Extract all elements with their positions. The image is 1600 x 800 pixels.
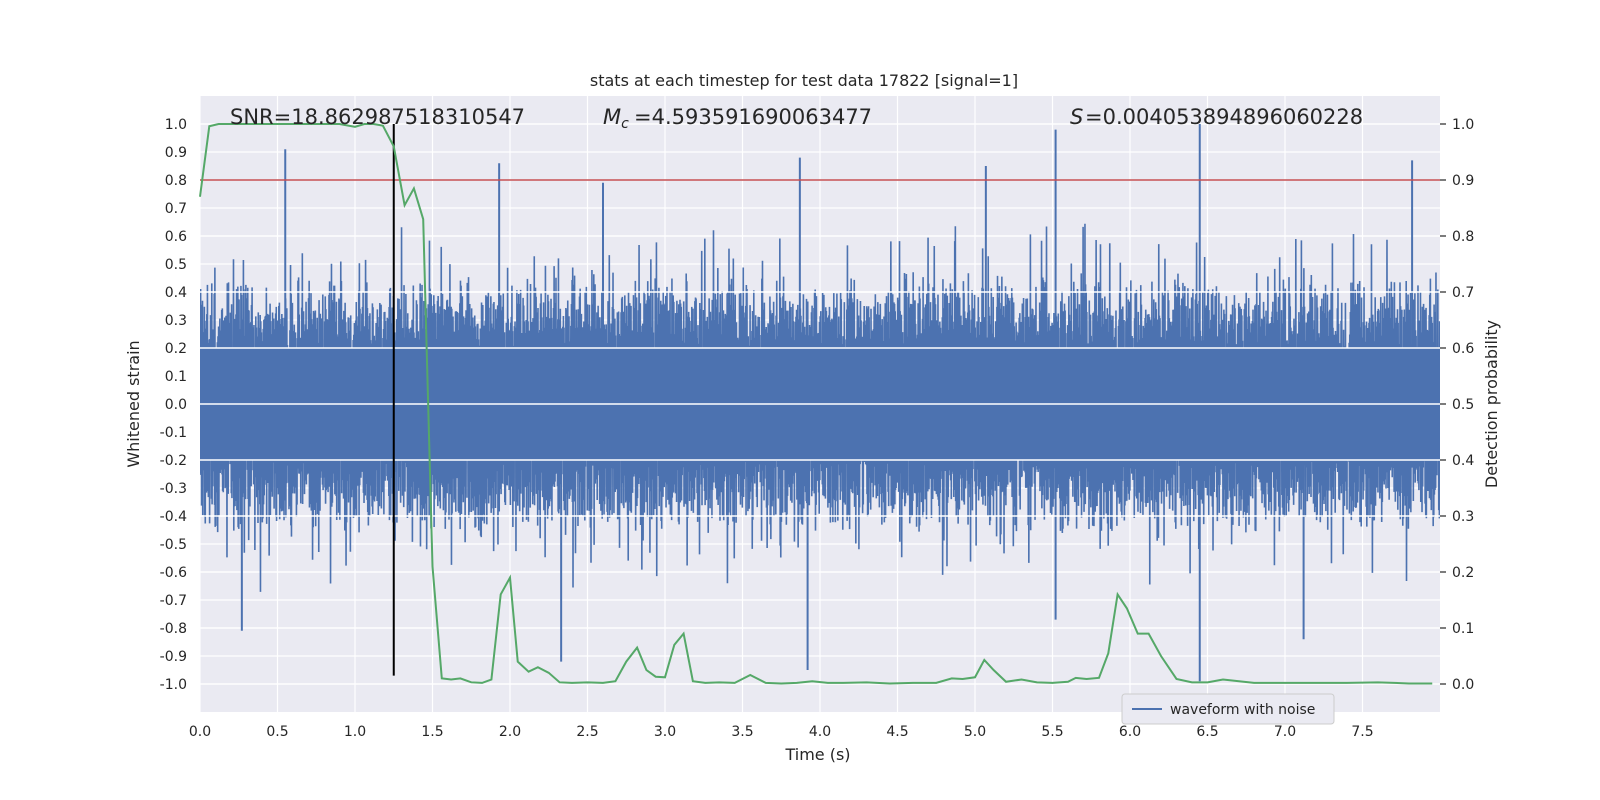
x-axis-label: Time (s) bbox=[784, 745, 850, 764]
y-right-tick-label: 0.4 bbox=[1452, 453, 1474, 469]
x-tick-label: 7.5 bbox=[1351, 724, 1373, 740]
y-left-tick-label: 0.0 bbox=[165, 397, 187, 413]
x-tick-label: 4.5 bbox=[886, 724, 908, 740]
y-right-tick-label: 0.2 bbox=[1452, 565, 1474, 581]
legend-label-waveform: waveform with noise bbox=[1170, 702, 1315, 718]
chirp-mass-value: =4.593591690063477 bbox=[634, 105, 872, 129]
y-left-tick-label: 0.4 bbox=[165, 285, 187, 301]
y-left-tick-label: -1.0 bbox=[160, 677, 187, 693]
y-right-tick-label: 0.3 bbox=[1452, 509, 1474, 525]
x-tick-label: 7.0 bbox=[1274, 724, 1296, 740]
x-tick-label: 3.0 bbox=[654, 724, 676, 740]
y-left-tick-label: -0.2 bbox=[160, 453, 187, 469]
chart-title: stats at each timestep for test data 178… bbox=[590, 71, 1018, 90]
y-right-tick-label: 0.7 bbox=[1452, 285, 1474, 301]
chirp-mass-symbol: Mc bbox=[603, 105, 629, 132]
x-tick-label: 1.0 bbox=[344, 724, 366, 740]
x-tick-label: 1.5 bbox=[421, 724, 443, 740]
y-right-tick-label: 0.8 bbox=[1452, 229, 1474, 245]
legend-box bbox=[1121, 693, 1335, 725]
legend: waveform with noise bbox=[1121, 693, 1335, 725]
x-tick-label: 5.0 bbox=[964, 724, 986, 740]
y-left-tick-label: -0.9 bbox=[160, 649, 187, 665]
y-left-tick-label: -0.3 bbox=[160, 481, 187, 497]
detection-probability-line bbox=[199, 123, 1433, 685]
y-right-tick-label: 0.9 bbox=[1452, 173, 1474, 189]
y-left-tick-label: -0.8 bbox=[160, 621, 187, 637]
y-right-tick-label: 0.1 bbox=[1452, 621, 1474, 637]
y-left-tick-label: 1.0 bbox=[165, 117, 187, 133]
y-left-tick-label: 0.3 bbox=[165, 313, 187, 329]
snr-annotation: SNR=18.862987518310547 bbox=[230, 105, 525, 129]
y-left-tick-label: 0.2 bbox=[165, 341, 187, 357]
s-value: =0.004053894896060228 bbox=[1085, 105, 1363, 129]
x-tick-label: 0.5 bbox=[266, 724, 288, 740]
x-tick-label: 2.5 bbox=[576, 724, 598, 740]
y-right-tick-label: 1.0 bbox=[1452, 117, 1474, 133]
y-left-tick-label: 0.1 bbox=[165, 369, 187, 385]
x-tick-label: 2.0 bbox=[499, 724, 521, 740]
x-tick-label: 6.0 bbox=[1119, 724, 1141, 740]
y-left-tick-label: -0.7 bbox=[160, 593, 187, 609]
s-symbol: S bbox=[1070, 105, 1083, 129]
s-annotation: S =0.004053894896060228 bbox=[1070, 105, 1363, 129]
x-tick-label: 6.5 bbox=[1196, 724, 1218, 740]
y-left-tick-label: -0.4 bbox=[160, 509, 187, 525]
y-axis-right-label: Detection probability bbox=[1482, 320, 1501, 488]
y-left-tick-label: -0.1 bbox=[160, 425, 187, 441]
x-tick-label: 3.5 bbox=[731, 724, 753, 740]
y-right-tick-label: 0.0 bbox=[1452, 677, 1474, 693]
y-right-tick-label: 0.5 bbox=[1452, 397, 1474, 413]
y-left-tick-label: 0.6 bbox=[165, 229, 187, 245]
waveform-series bbox=[200, 124, 1440, 682]
y-axis-right-ticks: 0.0 0.1 0.2 0.3 0.4 0.5 0.6 0.7 0.8 0.9 1.0 bbox=[1440, 117, 1474, 693]
y-right-tick-label: 0.6 bbox=[1452, 341, 1474, 357]
y-left-tick-label: -0.5 bbox=[160, 537, 187, 553]
y-left-tick-label: 0.5 bbox=[165, 257, 187, 273]
x-tick-label: 0.0 bbox=[189, 724, 211, 740]
y-axis-left-label: Whitened strain bbox=[124, 340, 143, 467]
x-tick-label: 5.5 bbox=[1041, 724, 1063, 740]
y-left-tick-label: 0.9 bbox=[165, 145, 187, 161]
chirp-mass-annotation: Mc =4.593591690063477 bbox=[603, 105, 872, 132]
y-axis-left-ticks: -1.0 -0.9 -0.8 -0.7 -0.6 -0.5 -0.4 -0.3 -0.2 -0.1… bbox=[160, 117, 187, 693]
x-tick-label: 4.0 bbox=[809, 724, 831, 740]
y-left-tick-label: 0.8 bbox=[165, 173, 187, 189]
x-axis-ticks: 0.0 0.5 1.0 1.5 2.0 2.5 3.0 3.5 4.0 4.5 5.0 5.5 6.0 6… bbox=[189, 724, 1374, 740]
y-left-tick-label: 0.7 bbox=[165, 201, 187, 217]
y-left-tick-label: -0.6 bbox=[160, 565, 187, 581]
